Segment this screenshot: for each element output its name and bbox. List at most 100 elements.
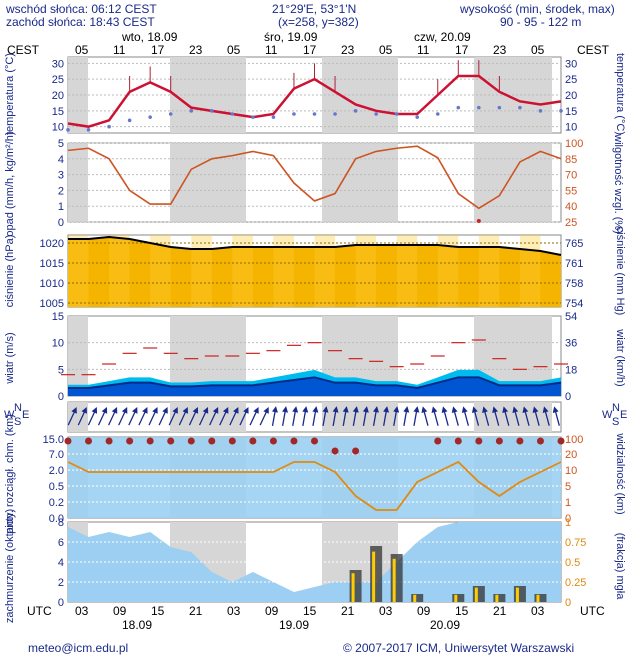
pressure-stripe [478,235,500,307]
humidity-tick-right: 70 [565,170,577,182]
bottom-hour-label: 09 [265,604,279,618]
visibility-tick-right: 0 [565,513,571,525]
wind-arrow [441,406,449,426]
fog-tick-right: 1 [565,517,571,529]
cloud-extent-dot [228,437,236,445]
wind-tick-right: 0 [565,391,571,403]
cloud-extent-dot [475,437,483,445]
wind-arrow [312,406,319,426]
wind-arrow [542,406,550,426]
wind-arrow [209,407,219,426]
fog-bar [534,594,547,602]
wind-area [68,377,561,396]
wind-tick-right: 18 [565,364,577,376]
compass-left-s: S [14,416,22,428]
cloud-extent-dot [495,437,503,445]
temp-tick-right: 25 [565,74,577,86]
footer-email[interactable]: meteo@icm.edu.pl [28,641,129,655]
bottom-hour-label: 21 [341,604,355,618]
wind-line [68,376,562,390]
dewpoint-dot [312,112,317,116]
compass-left-e: E [22,409,30,421]
cloudbase-tick-left: 2.0 [49,465,64,477]
wind-arrow [108,407,118,426]
wind-arrow [512,406,520,426]
compass-right-n: N [612,402,620,414]
wind-arrow [77,407,87,426]
temperature-line [67,74,562,128]
wind-arrow [128,407,138,426]
wind-arrow [219,407,229,426]
wind-tick-left: 10 [52,338,64,350]
cloud-extent-dot [557,437,565,445]
precip-tick-left: 2 [58,185,64,197]
cloudbase-tick-left: 15.0 [43,434,64,446]
wind-arrow [188,407,199,426]
humidity-line [67,145,562,210]
clouds-label-left: zachmurzenie (oktanty) [4,508,16,624]
wind-arrow [532,406,540,426]
precip-tick-left: 0 [58,217,64,229]
temp-tick-right: 10 [565,122,577,134]
pressure-tick-left: 1020 [40,238,64,250]
dewpoint-dot [353,109,358,113]
top-day-1: wto, 18.09 [122,30,178,44]
wind-arrow [342,406,349,426]
wind-arrow [249,407,259,426]
night-band-dir-0 [68,402,88,432]
top-hour-label: 05 [227,43,241,57]
wind-arrow [522,406,530,426]
cloudbase-tick-left: 0.0 [49,513,64,525]
temp-tick-right: 15 [565,106,577,118]
cloudbase-tick-left: 0.2 [49,497,64,509]
cloud-extent-dot [249,437,257,445]
top-tz-right: CEST [577,43,610,57]
dewpoint-dot [86,128,91,132]
top-hour-label: 23 [493,43,507,57]
elevation-label: wysokość (min, środek, max) [460,2,615,16]
fog-bar [349,570,362,602]
fog-bar [370,546,383,602]
top-hour-label: 11 [113,43,126,57]
cloud-extent-dot [454,437,462,445]
dewpoint-dot [415,115,420,119]
grid-text: (x=258, y=382) [278,15,359,29]
fog-stripe [351,573,355,602]
pressure-stripe [150,235,171,307]
dewpoint-dot [189,109,194,113]
humidity-tick-right: 85 [565,154,577,166]
fog-tick-right: 0.75 [565,537,586,549]
pressure-stripe [109,235,130,307]
dewpoint-dot [148,115,152,119]
night-band-wind-0 [68,316,88,396]
cloud-extent-dot [269,437,277,445]
bottom-tz-left: UTC [27,604,52,618]
fog-stripe [372,551,376,602]
precip-mark [476,219,481,223]
cloud-extent-dot [126,437,134,445]
wind-arrow [413,406,420,426]
top-hour-label: 17 [303,43,317,57]
wind-arrow [332,406,339,426]
wind-arrow [421,406,429,426]
fog-stripe [495,594,499,602]
top-hour-label: 05 [531,43,545,57]
cloud-extent-dot [105,437,113,445]
cloud-extent-dot [331,447,339,455]
bottom-tz-right: UTC [580,604,605,618]
humidity-tick-right: 40 [565,201,577,213]
temp-tick-left: 15 [52,106,64,118]
bottom-day-1: 18.09 [122,618,153,632]
humidity-tick-right: 55 [565,185,577,197]
wind-arrow [138,407,148,426]
dewpoint-dot [168,112,173,116]
dewpoint-dot [477,105,481,110]
pressure-fill [68,237,561,307]
bottom-hour-label: 03 [227,604,241,618]
clouds-tick-left: 2 [58,577,64,589]
bottom-hour-label: 03 [75,604,89,618]
pressure-stripe [314,235,336,307]
top-day-3: czw, 20.09 [414,30,471,44]
dewpoint-dot [333,112,337,116]
dewpoint-dot [127,118,132,123]
